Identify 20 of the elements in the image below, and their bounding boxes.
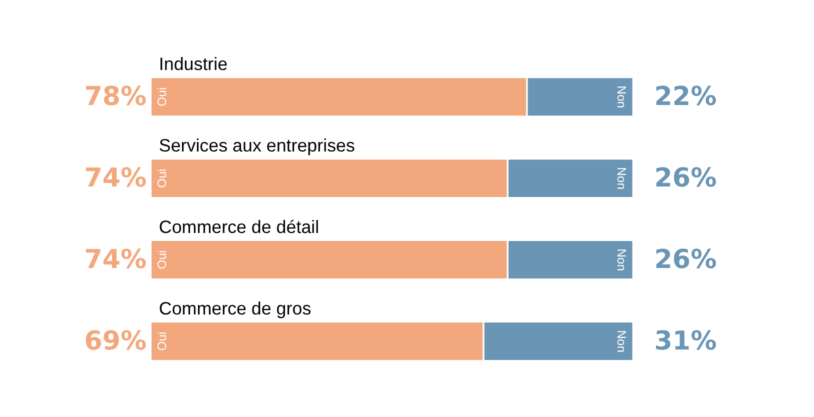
series-label: Non xyxy=(614,86,629,108)
y-tick-label: Industrie xyxy=(158,54,228,74)
data-label: 22% xyxy=(654,82,717,112)
text: Oui xyxy=(155,250,170,270)
data-label: 31% xyxy=(654,326,717,356)
text: Non xyxy=(614,248,629,272)
data-label: 74% xyxy=(84,163,147,194)
text: Oui xyxy=(155,168,170,188)
y-tick-label: Commerce de détail xyxy=(158,216,320,237)
series-label: Oui xyxy=(155,87,170,106)
text: Oui xyxy=(155,332,170,351)
data-label: 69% xyxy=(84,326,147,356)
data-label: 78% xyxy=(84,82,147,112)
y-tick-label: Commerce de gros xyxy=(158,298,312,318)
text: Non xyxy=(614,330,629,352)
data-label: 26% xyxy=(654,244,717,275)
text: Non xyxy=(614,167,629,190)
data-label: 74% xyxy=(84,244,147,275)
data-label: 26% xyxy=(654,163,717,194)
y-tick-label: Services aux entreprises xyxy=(158,135,355,156)
